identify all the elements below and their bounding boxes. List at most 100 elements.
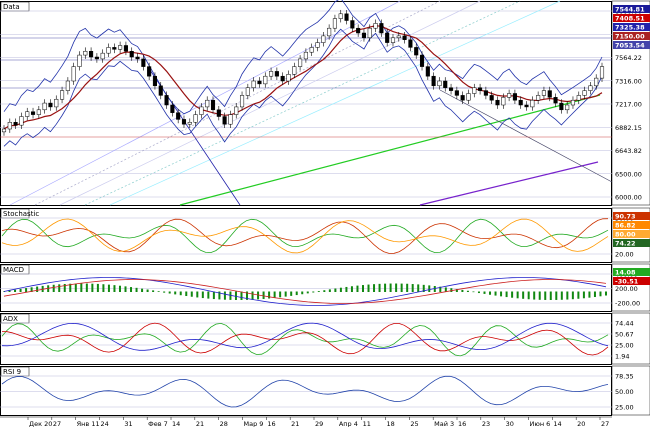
candle (60, 86, 65, 104)
candle (437, 77, 442, 90)
y-tick-label: 50.00 (615, 388, 634, 396)
candle (576, 91, 581, 105)
x-tick-label: 16 (267, 420, 275, 427)
candle (536, 91, 541, 105)
candle (210, 96, 216, 114)
y-tick-label: 25.00 (615, 404, 634, 412)
candle (489, 91, 494, 105)
candle (565, 101, 570, 114)
last-value-badge (613, 32, 650, 40)
last-value-text: 90.73 (615, 213, 636, 221)
candle (321, 32, 326, 47)
candle (599, 62, 605, 82)
pane-rsi-9[interactable]: RSI 9 78.35 50.00 25.00 (0, 365, 650, 416)
y-tick-label: 6882.15 (615, 124, 642, 132)
last-value-text: 7544.81 (615, 6, 645, 14)
candle (25, 107, 30, 121)
candle (100, 49, 105, 63)
candle (269, 67, 274, 81)
candle (315, 38, 320, 52)
candle (385, 29, 390, 47)
pane-data[interactable]: Data8000.007723.007564.227316.007217.006… (0, 0, 650, 206)
candle (123, 41, 128, 56)
candle (419, 51, 425, 71)
last-value-text: 7053.54 (615, 42, 645, 50)
x-tick-label: 14 (553, 420, 561, 427)
indicator-lines (1, 218, 609, 254)
candle (251, 77, 256, 92)
candle (239, 91, 245, 111)
y-tick-label: -200.00 (615, 300, 640, 308)
candle (582, 86, 587, 100)
candle (263, 72, 268, 88)
pane-label: Stochastic (3, 210, 39, 218)
candle (187, 118, 192, 129)
candle (228, 110, 233, 129)
candle (205, 96, 210, 111)
candle (379, 19, 384, 37)
y-tick-label: 7564.22 (615, 54, 642, 62)
last-value-badge (613, 14, 650, 22)
candle (199, 103, 204, 119)
trendline (419, 161, 599, 206)
candle (478, 83, 483, 95)
x-tick-label: Мар 9 (244, 420, 264, 427)
candle (425, 62, 430, 81)
last-value-badge (613, 212, 650, 220)
pane-adx[interactable]: ADX 74.44 50.67 25.00 1.94 (0, 312, 650, 365)
x-tick-label: 28 (220, 420, 228, 427)
candle (54, 95, 59, 111)
indicator-line (1, 375, 609, 408)
candle (118, 41, 123, 54)
candle (448, 83, 454, 95)
y-tick-label: 78.35 (615, 373, 634, 381)
x-tick-label: 11 (363, 420, 371, 427)
y-tick-label: 6000.00 (615, 194, 642, 202)
candle (344, 9, 349, 25)
candle (48, 99, 53, 111)
x-tick-label: 20 (577, 420, 585, 427)
price-series (0, 0, 613, 206)
candle (402, 32, 407, 44)
last-value-text: 7325.38 (615, 24, 645, 32)
x-tick-label: 14 (172, 420, 180, 427)
bollinger-lower (3, 28, 603, 147)
x-tick-label: 30 (506, 420, 514, 427)
y-tick-label: 74.44 (615, 320, 634, 328)
candle (1, 125, 7, 136)
last-value-text: 7150.00 (615, 33, 645, 41)
candle (327, 24, 332, 40)
last-value-badge (613, 268, 650, 276)
pane-label: ADX (3, 315, 18, 323)
candle (408, 35, 413, 52)
y-tick-label: 200.00 (615, 285, 638, 293)
x-tick-label: Янв 11 (77, 420, 100, 427)
y-tick-label: 7316.00 (615, 77, 642, 85)
candle (454, 86, 459, 100)
candle (332, 14, 337, 33)
candle (141, 55, 146, 71)
x-tick-label: 23 (482, 420, 490, 427)
candle (152, 72, 158, 90)
indicator-lines (1, 375, 609, 408)
candle (559, 99, 564, 114)
x-tick-label: 21 (291, 420, 299, 427)
candle (129, 47, 134, 61)
y-tick-label: 20.00 (615, 251, 634, 259)
x-tick-label: 27 (601, 420, 609, 427)
y-tick-label: 6643.82 (615, 147, 642, 155)
candle (553, 93, 558, 107)
x-tick-label: Апр 4 (339, 420, 358, 427)
candle (19, 112, 24, 129)
x-tick-label: Дек 20 (29, 420, 52, 427)
candle (495, 96, 500, 109)
candle (42, 99, 47, 114)
x-tick-label: 24 (101, 420, 109, 427)
x-tick-label: Май 3 (434, 420, 454, 427)
candle (466, 89, 471, 105)
candle (164, 91, 169, 109)
candle (222, 112, 227, 129)
